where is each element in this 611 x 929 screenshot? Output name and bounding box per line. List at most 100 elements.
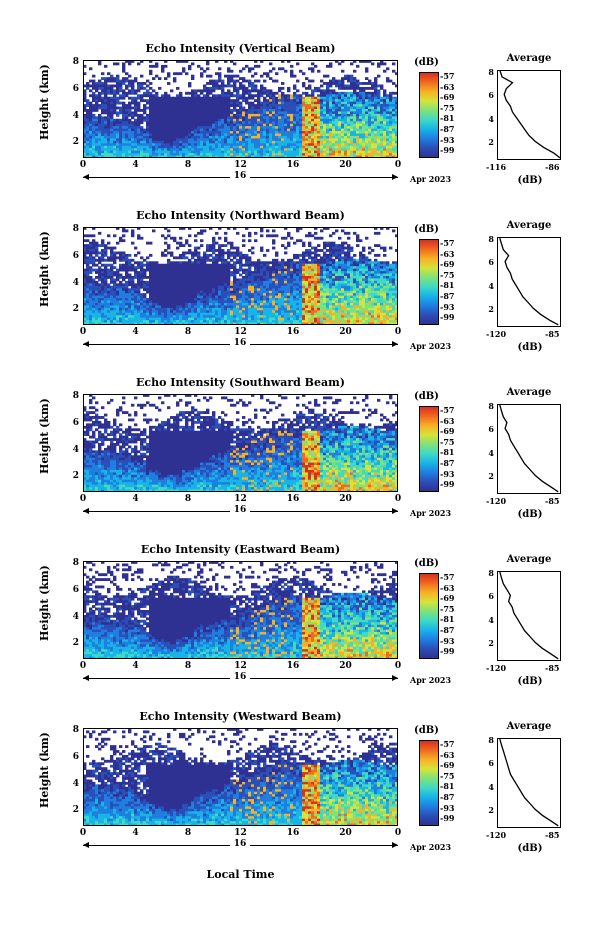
heatmap-cell bbox=[287, 89, 291, 93]
heatmap-cell bbox=[239, 266, 243, 270]
heatmap-cell bbox=[209, 79, 213, 83]
heatmap-cell bbox=[242, 285, 246, 289]
heatmap-cell bbox=[98, 135, 102, 139]
heatmap-cell bbox=[371, 84, 375, 88]
heatmap-cell bbox=[191, 253, 195, 257]
heatmap-cell bbox=[251, 82, 255, 85]
heatmap-cell bbox=[281, 116, 285, 120]
heatmap-cell bbox=[116, 128, 120, 132]
heatmap-cell bbox=[290, 106, 294, 110]
heatmap-cell bbox=[176, 298, 180, 301]
heatmap-cell bbox=[149, 293, 153, 296]
heatmap-cell bbox=[101, 91, 105, 95]
heatmap-cell bbox=[89, 153, 93, 156]
heatmap-cell bbox=[122, 91, 126, 95]
heatmap-cell bbox=[206, 131, 210, 134]
heatmap-cell bbox=[272, 135, 276, 139]
heatmap-cell bbox=[347, 145, 351, 149]
heatmap-cell bbox=[281, 135, 285, 139]
heatmap-cell bbox=[329, 82, 333, 85]
heatmap-cell bbox=[104, 123, 108, 127]
heatmap-cell bbox=[206, 285, 210, 289]
heatmap-cell bbox=[302, 150, 306, 154]
heatmap-cell bbox=[236, 295, 240, 299]
heatmap-cell bbox=[164, 320, 168, 323]
heatmap-cell bbox=[110, 121, 114, 125]
heatmap-cell bbox=[224, 271, 228, 274]
heatmap-cell bbox=[371, 123, 375, 127]
heatmap-cell bbox=[197, 109, 201, 112]
heatmap-cell bbox=[254, 312, 258, 316]
heatmap-cell bbox=[353, 118, 357, 122]
heatmap-cell bbox=[107, 305, 111, 309]
heatmap-cell bbox=[215, 153, 219, 156]
heatmap-cell bbox=[92, 298, 96, 301]
heatmap-cell bbox=[371, 111, 375, 115]
heatmap-cell bbox=[110, 300, 114, 304]
heatmap-cell bbox=[368, 86, 372, 90]
heatmap-cell bbox=[194, 276, 198, 279]
panel-title: Echo Intensity (Vertical Beam) bbox=[145, 42, 336, 55]
heatmap-cell bbox=[89, 251, 93, 255]
heatmap-cell bbox=[215, 278, 219, 282]
heatmap-cell bbox=[149, 307, 153, 311]
heatmap-cell bbox=[302, 101, 306, 105]
heatmap-cell bbox=[227, 74, 231, 78]
heatmap-cell bbox=[188, 145, 192, 149]
heatmap-cell bbox=[275, 133, 279, 137]
heatmap-cell bbox=[269, 111, 273, 115]
heatmap-cell bbox=[116, 241, 120, 245]
heatmap-cell bbox=[245, 86, 249, 90]
heatmap-cell bbox=[131, 126, 135, 129]
heatmap-cell bbox=[275, 155, 279, 158]
heatmap-cell bbox=[236, 310, 240, 314]
heatmap-cell bbox=[149, 288, 153, 292]
heatmap-cell bbox=[314, 104, 318, 107]
heatmap-cell bbox=[311, 153, 315, 156]
heatmap-cell bbox=[173, 123, 177, 127]
heatmap-cell bbox=[299, 118, 303, 122]
heatmap-cell bbox=[110, 302, 114, 306]
heatmap-cell bbox=[140, 298, 144, 301]
heatmap-cell bbox=[209, 227, 213, 230]
heatmap-cell bbox=[338, 106, 342, 110]
heatmap-cell bbox=[323, 109, 327, 112]
heatmap-cell bbox=[101, 148, 105, 152]
heatmap-cell bbox=[173, 300, 177, 304]
heatmap-cell bbox=[353, 60, 357, 63]
heatmap-cell bbox=[143, 317, 147, 321]
heatmap-cell bbox=[185, 263, 189, 267]
heatmap-cell bbox=[254, 140, 258, 144]
heatmap-cell bbox=[146, 153, 150, 156]
heatmap-cell bbox=[221, 140, 225, 144]
heatmap-cell bbox=[194, 310, 198, 314]
heatmap-cell bbox=[272, 128, 276, 132]
heatmap-cell bbox=[176, 123, 180, 127]
heatmap-cell bbox=[200, 300, 204, 304]
heatmap-cell bbox=[311, 155, 315, 158]
heatmap-cell bbox=[95, 143, 99, 147]
heatmap-cell bbox=[200, 74, 204, 78]
heatmap-cell bbox=[347, 77, 351, 80]
heatmap-cell bbox=[311, 111, 315, 115]
heatmap-cell bbox=[122, 256, 126, 260]
heatmap-cell bbox=[119, 268, 123, 272]
heatmap-cell bbox=[131, 315, 135, 319]
heatmap-cell bbox=[176, 261, 180, 265]
heatmap-cell bbox=[161, 96, 165, 100]
heatmap-cell bbox=[392, 82, 396, 85]
heatmap-cell bbox=[95, 315, 99, 319]
heatmap-cell bbox=[167, 266, 171, 270]
heatmap-cell bbox=[152, 148, 156, 152]
heatmap-cell bbox=[344, 140, 348, 144]
heatmap-cell bbox=[110, 310, 114, 314]
heatmap-cell bbox=[206, 118, 210, 122]
heatmap-cell bbox=[326, 148, 330, 152]
heatmap-cell bbox=[248, 234, 252, 238]
heatmap-cell bbox=[224, 295, 228, 299]
heatmap-cell bbox=[338, 91, 342, 95]
heatmap-cell bbox=[83, 288, 87, 292]
heatmap-cell bbox=[170, 322, 174, 325]
heatmap-cell bbox=[248, 268, 252, 272]
heatmap-cell bbox=[167, 271, 171, 274]
